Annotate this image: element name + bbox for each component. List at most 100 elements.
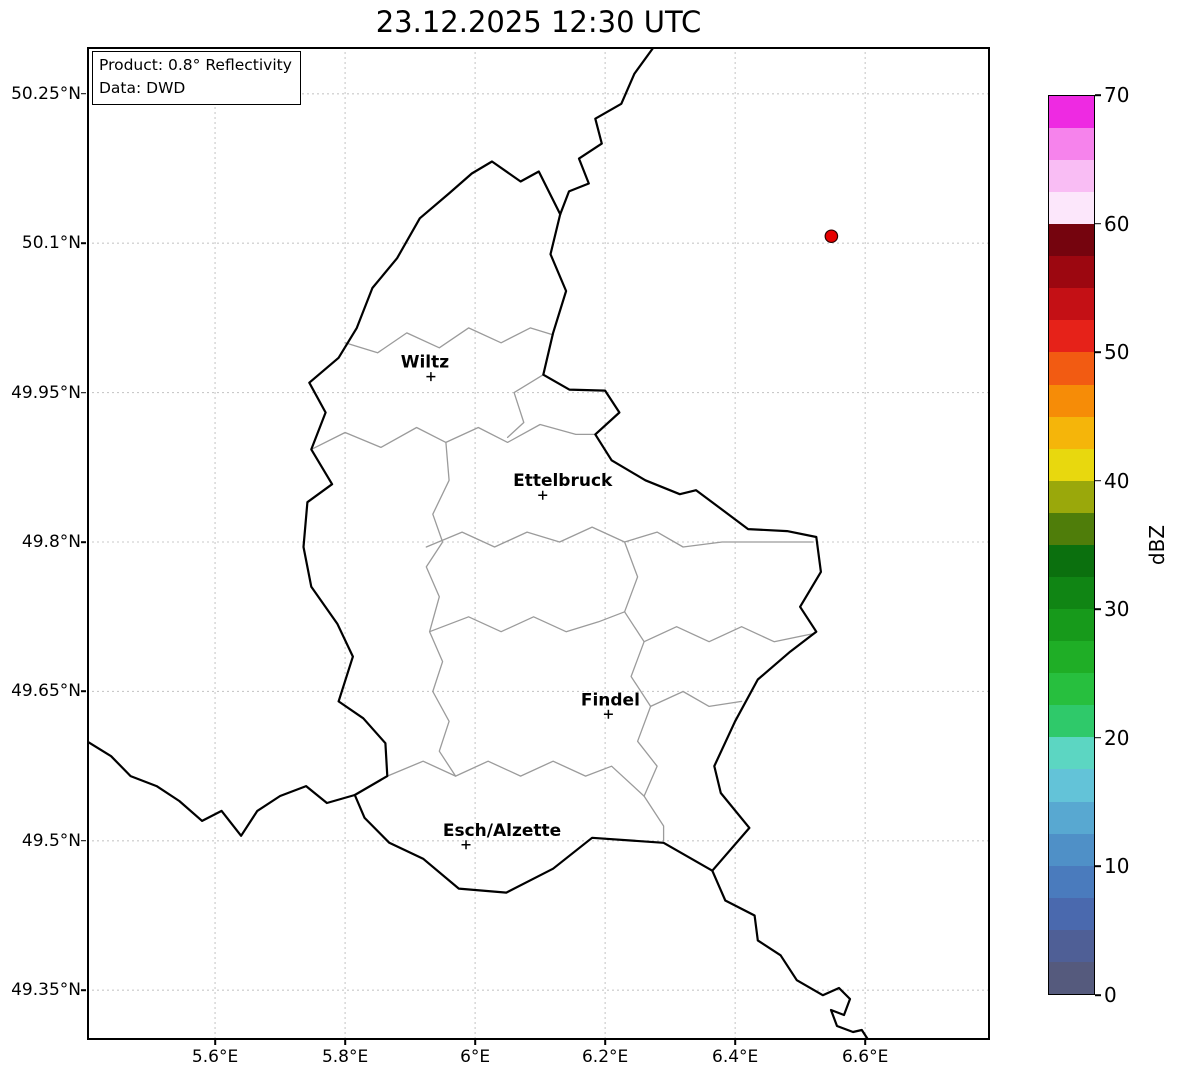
colorbar-segment — [1049, 512, 1094, 545]
gridlines — [87, 47, 990, 1040]
canton-boundary — [344, 327, 554, 354]
y-tick-mark — [81, 93, 86, 95]
x-tick-mark — [864, 1040, 866, 1045]
city-label: Ettelbruck — [513, 471, 613, 491]
map-canvas: Wiltz Ettelbruck Findel Esch/Alzette — [87, 47, 990, 1040]
canton-boundary — [386, 760, 645, 797]
colorbar-segment — [1049, 192, 1094, 225]
colorbar — [1048, 95, 1095, 995]
x-tick-mark — [734, 1040, 736, 1045]
canton-boundary — [643, 626, 814, 643]
y-tick-label: 49.65°N — [11, 681, 81, 702]
colorbar-unit-label: dBZ — [1145, 524, 1169, 566]
luxembourg-border — [302, 160, 822, 894]
y-tick-label: 49.35°N — [11, 980, 81, 1001]
y-tick-label: 50.25°N — [11, 83, 81, 104]
canton-boundary — [425, 526, 814, 548]
colorbar-tick-mark — [1095, 608, 1101, 611]
y-tick-mark — [81, 840, 86, 842]
colorbar-tick-mark — [1095, 351, 1101, 353]
colorbar-segment — [1049, 609, 1094, 642]
colorbar-segment — [1049, 897, 1094, 930]
map-plot: Wiltz Ettelbruck Findel Esch/Alzette Produc… — [87, 47, 990, 1040]
country-borders — [87, 47, 870, 1040]
colorbar-tick-label: 40 — [1104, 468, 1130, 493]
x-tick-mark — [474, 1040, 476, 1045]
colorbar-segment — [1049, 961, 1094, 994]
colorbar-segment — [1049, 416, 1094, 449]
colorbar-tick-label: 60 — [1104, 211, 1130, 236]
x-tick-label: 6.2°E — [581, 1047, 629, 1067]
x-tick-label: 5.8°E — [321, 1047, 369, 1067]
y-tick-mark — [81, 690, 86, 693]
canton-boundary — [310, 423, 596, 451]
colorbar-segment — [1049, 352, 1094, 385]
radar-site — [824, 229, 839, 244]
colorbar-segment — [1049, 544, 1094, 577]
colorbar-tick-mark — [1095, 222, 1101, 225]
x-tick-label: 5.6°E — [191, 1047, 239, 1067]
colorbar-tick-mark — [1095, 737, 1101, 739]
colorbar-tick-label: 70 — [1104, 83, 1130, 107]
city-marker — [426, 372, 436, 382]
colorbar-segment — [1049, 929, 1094, 962]
belgium-germany-border — [559, 47, 655, 216]
city-label: Esch/Alzette — [443, 821, 561, 841]
colorbar-segment — [1049, 865, 1094, 898]
colorbar-segment — [1049, 127, 1094, 160]
y-tick-label: 49.5°N — [21, 830, 81, 851]
city-markers: Wiltz Ettelbruck Findel Esch/Alzette — [401, 353, 640, 850]
colorbar-segment — [1049, 737, 1094, 770]
y-tick-label: 49.8°N — [21, 532, 81, 552]
y-tick-mark — [81, 989, 86, 991]
colorbar-tick-label: 0 — [1104, 983, 1117, 1007]
canton-boundary — [432, 690, 457, 777]
colorbar-tick-mark — [1095, 94, 1101, 96]
x-tick-label: 6.4°E — [712, 1047, 759, 1067]
data-source-line: Data: DWD — [99, 79, 186, 98]
colorbar-segment — [1049, 705, 1094, 738]
colorbar-segment — [1049, 641, 1094, 674]
canton-boundary — [428, 611, 626, 633]
radar-site-dot — [824, 229, 839, 244]
colorbar-gradient — [1049, 95, 1094, 994]
x-tick-label: 6°E — [460, 1047, 491, 1067]
y-tick-label: 49.95°N — [11, 382, 81, 403]
colorbar-segment — [1049, 769, 1094, 802]
colorbar-tick-label: 50 — [1104, 340, 1130, 365]
colorbar-tick-mark — [1095, 479, 1101, 482]
canton-boundaries — [310, 327, 814, 842]
product-info-box: Product: 0.8° Reflectivity Data: DWD — [92, 51, 301, 105]
colorbar-segment — [1049, 673, 1094, 706]
city-marker — [461, 840, 471, 850]
city-label: Findel — [581, 690, 640, 710]
canton-boundary — [649, 690, 743, 708]
y-tick-mark — [81, 541, 86, 543]
france-germany-border — [711, 869, 870, 1040]
x-tick-label: 6.6°E — [842, 1047, 889, 1067]
colorbar-tick-label: 30 — [1104, 597, 1130, 622]
y-tick-label: 50.1°N — [21, 233, 81, 254]
colorbar-tick-label: 20 — [1104, 725, 1130, 750]
y-tick-mark — [81, 391, 86, 394]
x-tick-mark — [344, 1040, 346, 1045]
canton-boundary — [425, 441, 450, 693]
colorbar-segment — [1049, 256, 1094, 289]
colorbar-segment — [1049, 576, 1094, 610]
colorbar-segment — [1049, 480, 1094, 513]
figure-title: 23.12.2025 12:30 UTC — [375, 5, 702, 39]
france-belgium-border — [87, 740, 356, 837]
y-tick-mark — [81, 242, 86, 244]
colorbar-tick-mark — [1095, 994, 1101, 996]
colorbar-segment — [1049, 801, 1094, 834]
colorbar-tick-mark — [1095, 865, 1101, 868]
colorbar-segment — [1049, 833, 1094, 866]
plot-frame — [87, 47, 990, 1040]
canton-boundary — [506, 374, 544, 439]
colorbar-segment — [1049, 384, 1094, 417]
city-label: Wiltz — [401, 353, 450, 373]
city-marker — [603, 709, 613, 719]
product-info-line: Product: 0.8° Reflectivity — [99, 56, 292, 74]
colorbar-segment — [1049, 448, 1094, 481]
colorbar-segment — [1049, 224, 1094, 257]
